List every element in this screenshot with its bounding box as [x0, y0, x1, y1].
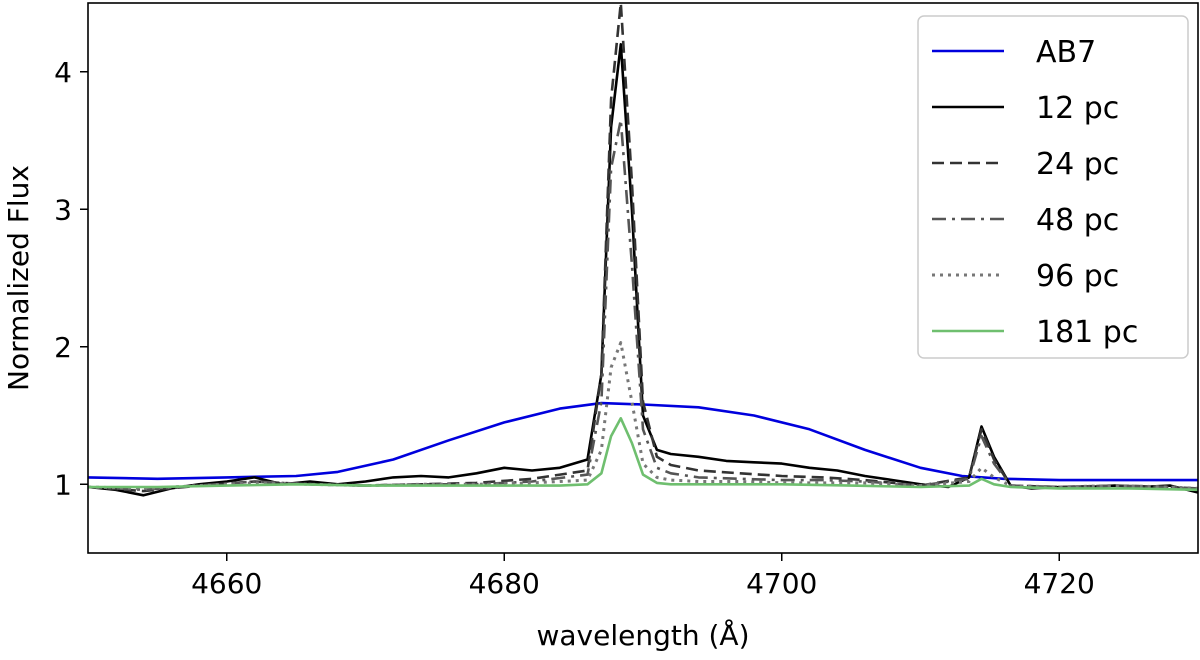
x-axis-title: wavelength (Å)	[536, 618, 749, 652]
legend: AB7 12 pc 24 pc 48 pc 96 pc 181 pc	[917, 15, 1189, 359]
legend-label: 48 pc	[1036, 203, 1119, 238]
y-tick-label: 2	[54, 331, 72, 364]
y-axis-title: Normalized Flux	[2, 165, 35, 391]
plot-frame	[87, 2, 1199, 554]
y-axis: 1 2 3 4	[54, 56, 88, 501]
series-line-6	[88, 416, 1198, 492]
legend-label: 24 pc	[1036, 147, 1119, 182]
series-line-2	[88, 42, 1198, 497]
legend-label: 12 pc	[1036, 91, 1119, 126]
x-tick-label: 4680	[469, 567, 540, 600]
legend-label: AB7	[1036, 35, 1096, 70]
y-tick-label: 4	[54, 56, 72, 89]
series-line-4	[88, 118, 1198, 492]
series-layer	[88, 3, 1198, 497]
x-tick-label: 4720	[1024, 567, 1095, 600]
y-tick-label: 3	[54, 193, 72, 226]
x-tick-label: 4700	[746, 567, 817, 600]
legend-label: 96 pc	[1036, 259, 1119, 294]
legend-box	[917, 15, 1189, 359]
legend-label: 181 pc	[1036, 315, 1138, 350]
x-tick-label: 4660	[191, 567, 262, 600]
x-axis: 4660 4680 4700 4720	[191, 553, 1095, 600]
series-line-5	[88, 341, 1198, 490]
y-tick-label: 1	[54, 468, 72, 501]
